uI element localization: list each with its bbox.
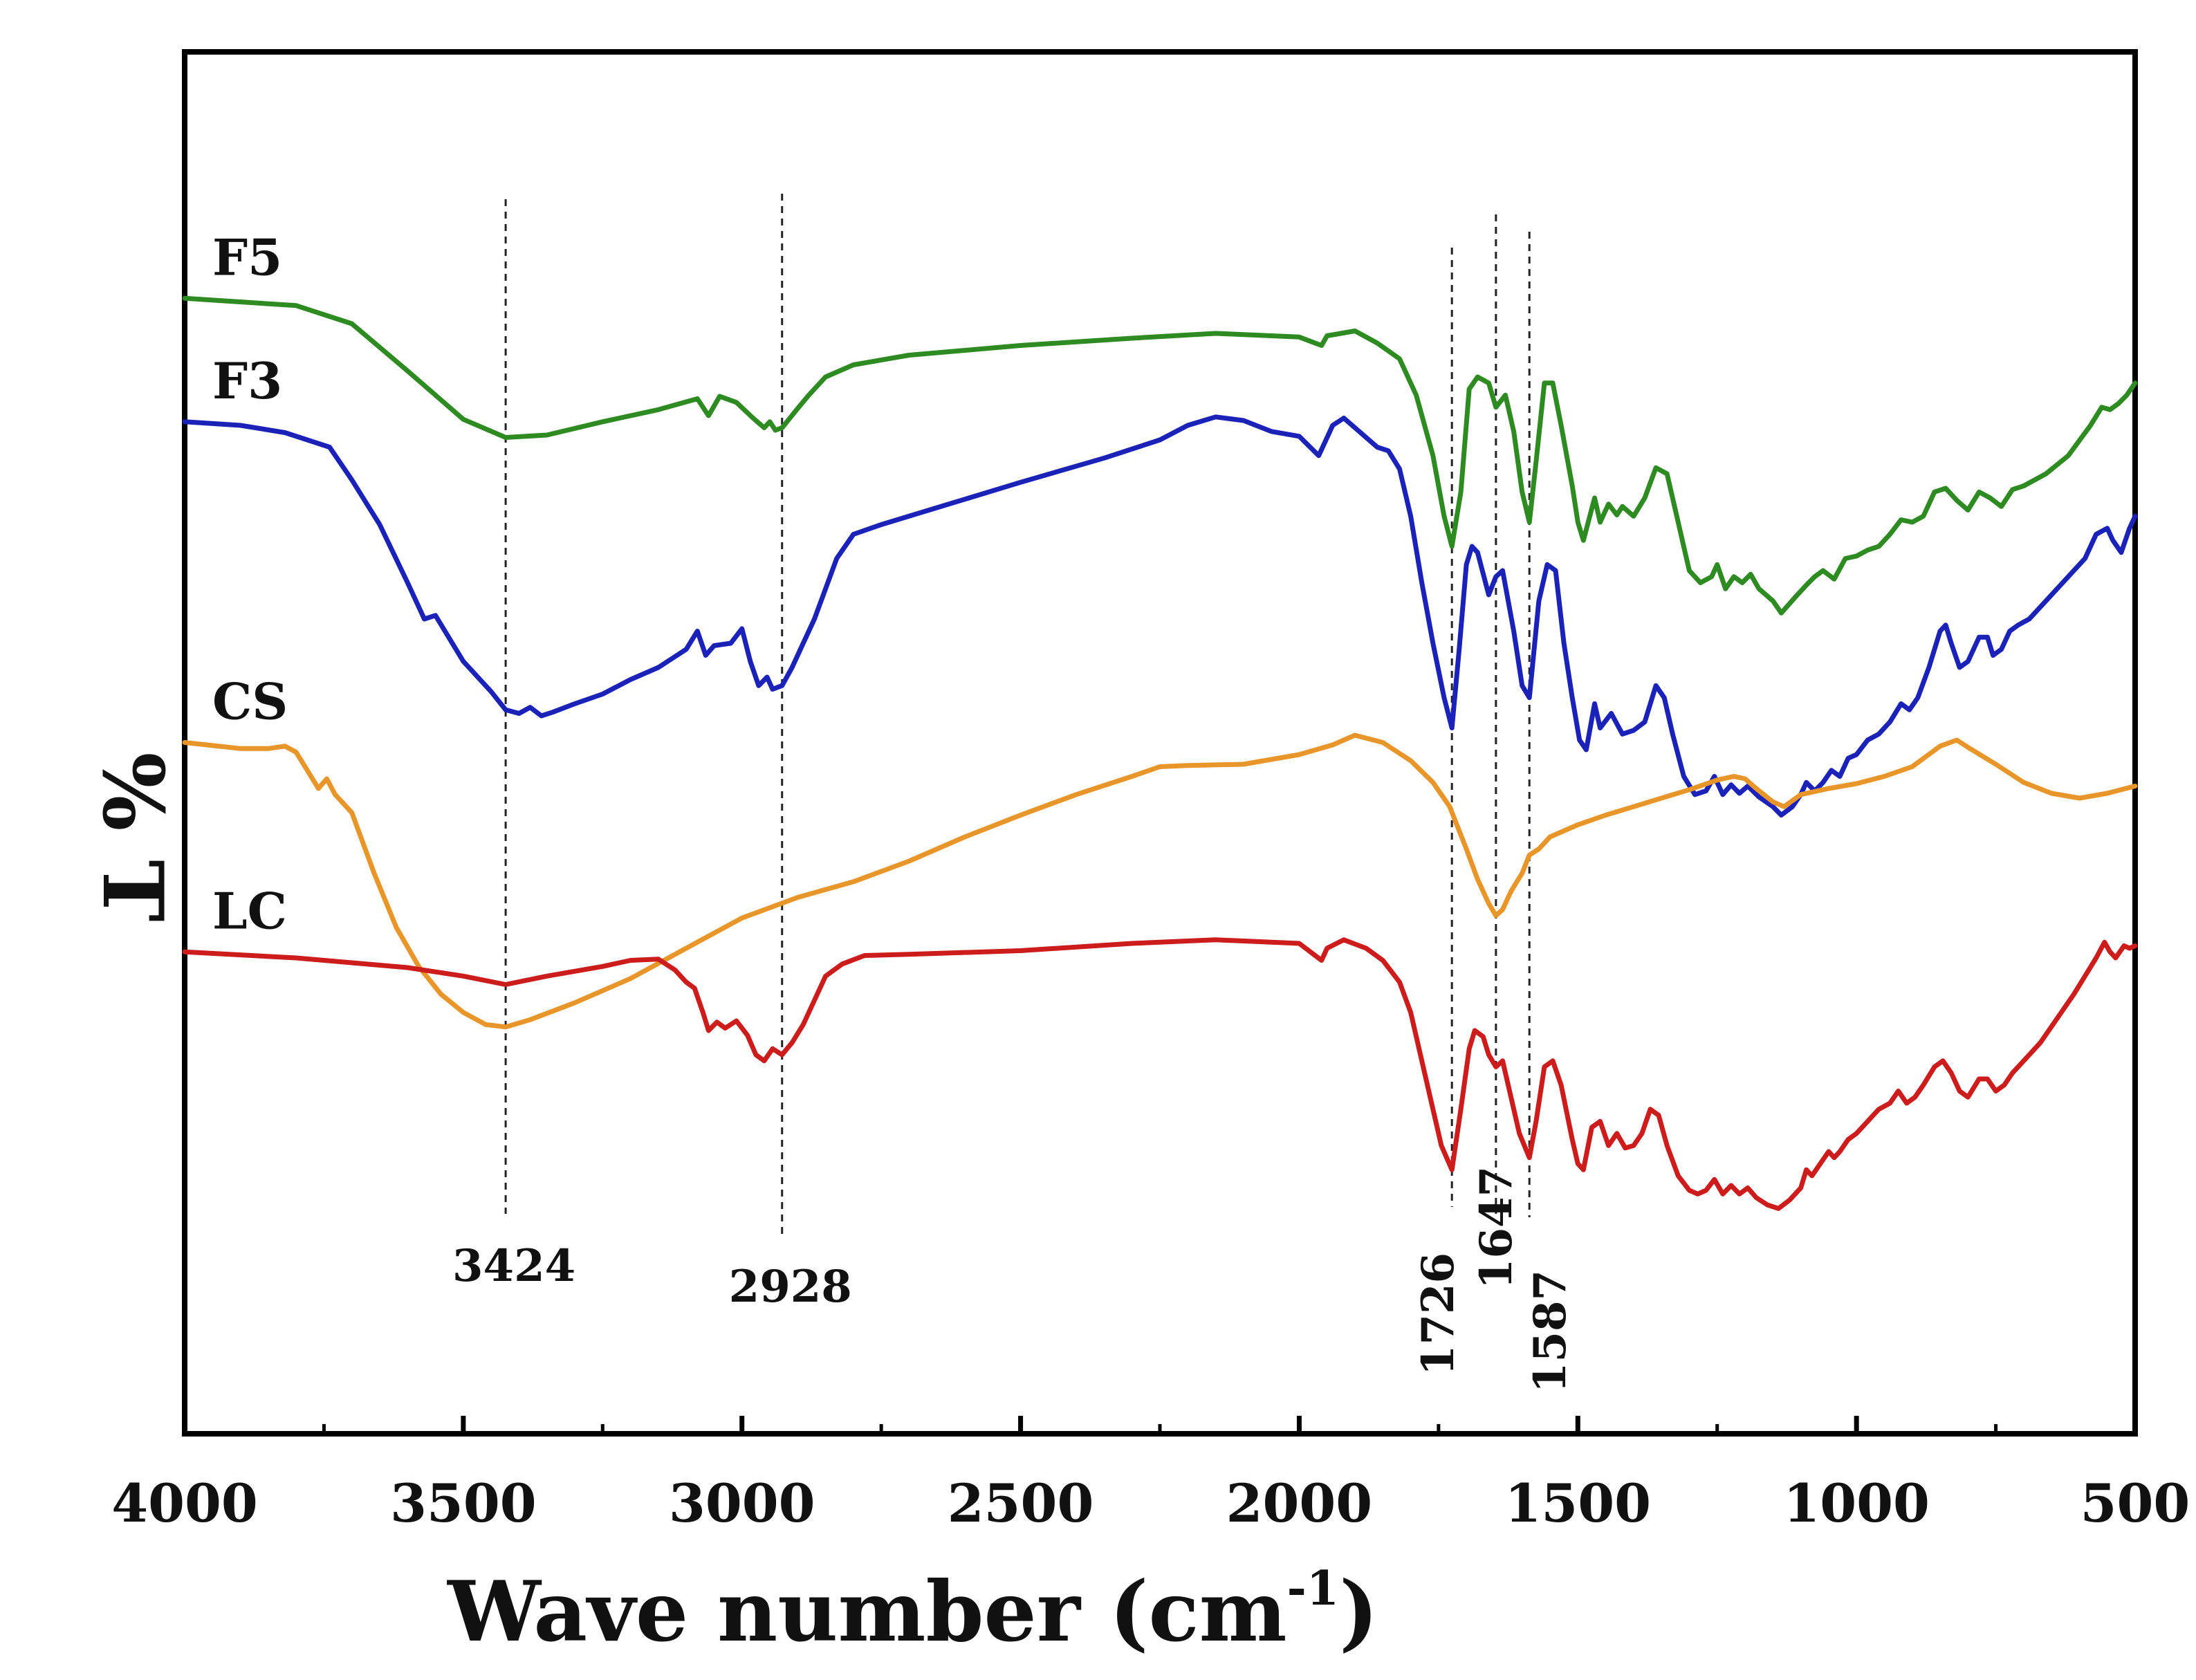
series-lines <box>182 295 2138 1211</box>
x-tick-label: 2500 <box>948 1473 1094 1534</box>
series-label-f3: F3 <box>212 351 282 410</box>
plot-frame <box>182 49 2138 1437</box>
x-axis-tick-labels: 4000 3500 3000 2500 2000 1500 1000 500 <box>111 1473 2190 1534</box>
peak-label-1647: 1647 <box>1470 1166 1522 1289</box>
peak-label-3424: 3424 <box>452 1240 575 1292</box>
y-axis-title: % T <box>84 752 181 921</box>
x-axis-ticks <box>182 1416 2138 1434</box>
reference-lines <box>504 194 1531 1238</box>
series-line-lc <box>182 937 2138 1211</box>
series-line-f3 <box>182 414 2138 818</box>
x-axis-title: Wave number (cm-1) <box>446 1561 1378 1661</box>
x-tick-label: 4000 <box>111 1473 258 1534</box>
peak-label-1726: 1726 <box>1412 1253 1464 1376</box>
x-axis-title-superscript: -1 <box>1287 1561 1340 1616</box>
x-tick-label: 500 <box>2080 1473 2190 1534</box>
series-label-cs: CS <box>212 672 288 731</box>
x-tick-label: 2000 <box>1226 1473 1373 1534</box>
peak-label-2928: 2928 <box>729 1261 852 1313</box>
peak-label-1587: 1587 <box>1524 1270 1576 1393</box>
series-line-f5 <box>182 295 2138 616</box>
x-tick-label: 3000 <box>669 1473 815 1534</box>
x-tick-label: 1500 <box>1505 1473 1652 1534</box>
x-tick-label: 1000 <box>1783 1473 1930 1534</box>
series-line-cs <box>182 732 2138 1030</box>
x-tick-label: 3500 <box>390 1473 537 1534</box>
x-axis-title-close: ) <box>1339 1563 1378 1661</box>
series-label-lc: LC <box>212 881 287 940</box>
series-label-f5: F5 <box>212 228 282 286</box>
x-axis-title-main: Wave number (cm <box>446 1563 1286 1661</box>
series-labels: F5 F3 CS LC <box>212 228 288 940</box>
